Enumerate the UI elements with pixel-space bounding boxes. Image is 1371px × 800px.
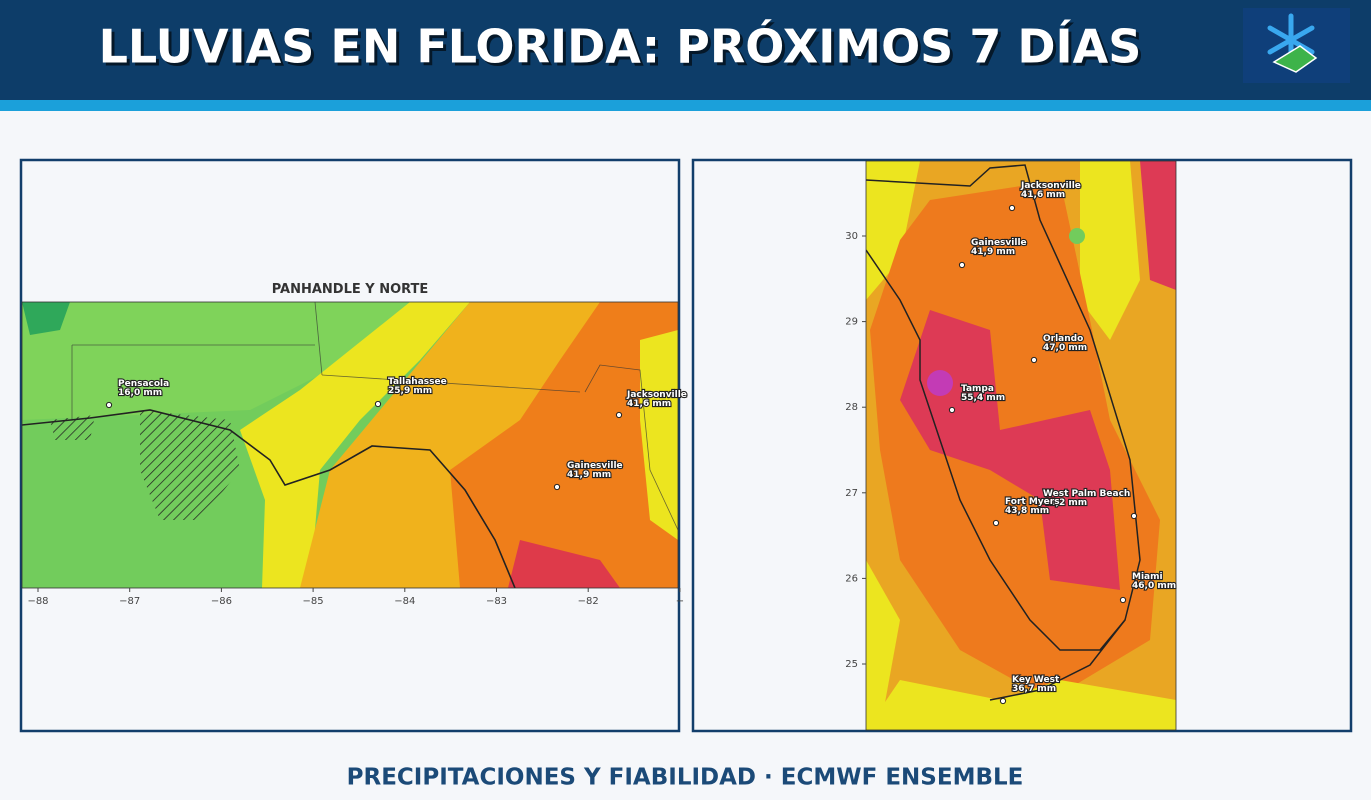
x-tick-label: −86 (211, 596, 232, 607)
city-name: Miami (1132, 572, 1163, 582)
x-tick-label: − (676, 596, 684, 607)
y-tick-label: 28 (845, 402, 858, 413)
y-tick-label: 26 (845, 573, 858, 584)
city-name: Pensacola (118, 379, 169, 389)
city-marker (374, 400, 382, 408)
map-frame (21, 301, 679, 589)
city-name: Key West (1012, 675, 1060, 685)
city-amount: 41,6 mm (1021, 190, 1065, 200)
city-marker (1030, 356, 1038, 364)
city-marker (992, 519, 1000, 527)
city-amount: 43,8 mm (1005, 506, 1049, 516)
title-shadow: LLUVIAS EN FLORIDA: PRÓXIMOS 7 DÍAS (102, 23, 1145, 77)
city-name: Tampa (961, 384, 994, 394)
city-amount: 55,4 mm (961, 393, 1005, 403)
city-marker (948, 406, 956, 414)
city-marker (553, 483, 561, 491)
city-name: Jacksonville (1020, 181, 1081, 191)
city-amount: 46,0 mm (1132, 581, 1176, 591)
city-amount: 41,9 mm (971, 247, 1015, 257)
y-tick-label: 25 (845, 659, 858, 670)
header-stripe (0, 100, 1371, 111)
city-amount: 25,9 mm (388, 386, 432, 396)
city-amount: 36,7 mm (1012, 684, 1056, 694)
map-frame (865, 160, 1177, 731)
city-amount: 47,0 mm (1043, 343, 1087, 353)
map-title: PANHANDLE Y NORTE (272, 282, 429, 297)
city-name: West Palm Beach (1043, 489, 1130, 499)
x-tick-label: −84 (394, 596, 415, 607)
city-marker (105, 401, 113, 409)
city-marker (1119, 596, 1127, 604)
city-name: Jacksonville (626, 390, 687, 400)
x-tick-label: −85 (303, 596, 324, 607)
city-amount: 41,9 mm (567, 470, 611, 480)
city-marker (615, 411, 623, 419)
precip-map (866, 161, 1176, 730)
x-tick-label: −83 (486, 596, 507, 607)
x-tick-label: −87 (119, 596, 140, 607)
city-name: Gainesville (971, 238, 1027, 248)
city-amount: 16,0 mm (118, 388, 162, 398)
logo (1243, 8, 1350, 83)
precip-map (22, 302, 678, 588)
city-marker (1008, 204, 1016, 212)
city-name: Tallahassee (388, 377, 447, 387)
city-marker (958, 261, 966, 269)
y-tick-label: 30 (845, 231, 858, 242)
title: LLUVIAS EN FLORIDA: PRÓXIMOS 7 DÍAS (99, 20, 1142, 74)
city-name: Orlando (1043, 334, 1083, 344)
header-bar (0, 0, 1371, 100)
footer: PRECIPITACIONES Y FIABILIDAD · ECMWF ENS… (347, 765, 1024, 791)
city-name: Gainesville (567, 461, 623, 471)
y-tick-label: 29 (845, 317, 858, 328)
city-marker (999, 697, 1007, 705)
city-amount: 41,6 mm (627, 399, 671, 409)
city-marker (1130, 512, 1138, 520)
city-name: Fort Myers (1005, 497, 1060, 507)
x-tick-label: −88 (27, 596, 48, 607)
y-tick-label: 27 (845, 488, 858, 499)
x-tick-label: −82 (578, 596, 599, 607)
city-amount: 41,2 mm (1043, 498, 1087, 508)
